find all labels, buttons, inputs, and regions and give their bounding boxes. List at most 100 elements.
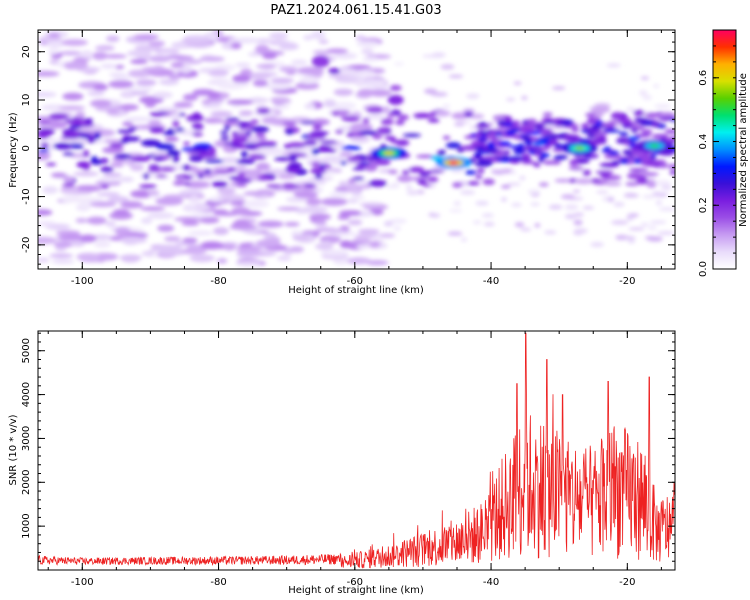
spectrogram-cell bbox=[491, 169, 507, 175]
spectrogram-cell bbox=[118, 104, 139, 111]
spectrogram-cell bbox=[613, 201, 625, 207]
spectrogram-cell bbox=[321, 252, 350, 257]
spectrogram-cell bbox=[214, 140, 232, 148]
spectrogram-cell bbox=[378, 127, 389, 134]
figure-title: PAZ1.2024.061.15.41.G03 bbox=[270, 3, 441, 18]
spectrogram-cell bbox=[223, 243, 236, 251]
spectrogram-cell bbox=[640, 172, 659, 177]
spectrogram-cell bbox=[238, 132, 246, 136]
spectrogram-cell bbox=[339, 151, 353, 158]
spectrogram-cell bbox=[172, 180, 186, 186]
spectrogram-cell bbox=[464, 170, 477, 175]
spectrogram-cell bbox=[314, 174, 323, 180]
spectrogram-cell bbox=[326, 48, 349, 54]
spectrogram-cell bbox=[654, 104, 672, 109]
spectrogram-cell bbox=[73, 171, 99, 177]
spectrogram-cell bbox=[200, 241, 224, 250]
spectrogram-cell bbox=[482, 156, 498, 161]
spectrogram-cell bbox=[474, 161, 493, 167]
spectrogram-cell bbox=[669, 170, 675, 175]
spectrogram-patch bbox=[328, 68, 341, 75]
spectrogram-cell bbox=[628, 227, 645, 231]
spectrogram-cell bbox=[189, 254, 215, 263]
spectrogram-cell bbox=[607, 150, 620, 156]
spectrogram-cell bbox=[119, 236, 148, 244]
spectrogram-cell bbox=[213, 227, 229, 236]
spectrogram-cell bbox=[201, 103, 222, 109]
spectrogram-cell bbox=[192, 112, 202, 120]
spectrogram-cell bbox=[533, 124, 544, 130]
spectrogram-cell bbox=[170, 112, 182, 120]
spectrogram-cell bbox=[255, 132, 266, 138]
spectrogram-cell bbox=[542, 112, 553, 117]
spectrogram-cell bbox=[290, 59, 308, 66]
spectrogram-cell bbox=[354, 234, 375, 239]
spectrogram-cell bbox=[310, 131, 330, 136]
spectrogram-cell bbox=[149, 126, 165, 134]
snr-frame bbox=[37, 330, 676, 571]
spectrogram-cell bbox=[100, 63, 117, 69]
spectrogram-cell bbox=[130, 59, 148, 64]
spectrogram-cell bbox=[100, 184, 110, 189]
spectrogram-cell bbox=[223, 125, 231, 130]
spectrogram-cell bbox=[339, 114, 346, 118]
spectrogram-cell bbox=[190, 213, 214, 218]
spectrogram-cell bbox=[201, 99, 212, 105]
colorbar-ticks: 0.0 0.2 0.4 0.6 bbox=[698, 29, 736, 277]
spectrogram-cell bbox=[114, 153, 132, 160]
spectrogram-cell bbox=[140, 217, 153, 224]
spectrogram-cell bbox=[585, 112, 597, 117]
spectrogram-cell bbox=[100, 166, 114, 173]
spectrogram-cell bbox=[49, 120, 68, 129]
spectrogram-cell bbox=[332, 111, 339, 117]
snr-y-tick-label: 3000 bbox=[21, 426, 32, 451]
spectrogram-cell bbox=[391, 182, 400, 187]
spectrogram-cell bbox=[482, 178, 495, 186]
spectrogram-cell bbox=[633, 109, 645, 117]
spectrogram-cell bbox=[627, 238, 636, 244]
spectrogram-cell bbox=[634, 117, 648, 123]
spectrogram-cell bbox=[382, 106, 391, 114]
spectrogram-cell bbox=[141, 66, 165, 72]
spectrogram-cell bbox=[630, 126, 645, 131]
spectrogram-cell bbox=[369, 241, 381, 248]
spectrogram-peak bbox=[383, 151, 394, 156]
spectrogram-cell bbox=[240, 151, 249, 158]
spectrogram-cell bbox=[634, 133, 652, 138]
spectrogram-cell bbox=[383, 220, 394, 227]
spectrogram-cell bbox=[149, 151, 169, 156]
spectrogram-cell bbox=[340, 70, 360, 77]
spectrogram-cell bbox=[306, 134, 326, 140]
spectrogram-cell bbox=[318, 39, 329, 45]
spectrogram-cell bbox=[624, 192, 637, 197]
spectrogram-cell bbox=[93, 240, 111, 248]
spectrogram-cell bbox=[157, 224, 175, 232]
spectrogram-cell bbox=[188, 195, 200, 203]
spectrogram-cell bbox=[473, 133, 483, 138]
spectrogram-cell bbox=[155, 143, 175, 151]
spectrogram-cell bbox=[640, 222, 649, 227]
spectrogram-cell bbox=[93, 132, 101, 140]
spectrogram-cell bbox=[71, 116, 85, 123]
spectrogram-cell bbox=[300, 120, 316, 125]
spectrogram-cell bbox=[513, 81, 522, 85]
spectrogram-cell bbox=[253, 142, 271, 148]
spectrogram-cell bbox=[449, 209, 463, 213]
spectrogram-cell bbox=[642, 94, 653, 101]
snr-x-tick-label: -60 bbox=[347, 577, 363, 588]
spectrogram-cell bbox=[273, 156, 293, 162]
spectrogram-cell bbox=[620, 112, 628, 120]
spectrogram-cell bbox=[619, 158, 630, 164]
spectrogram-cell bbox=[506, 97, 516, 102]
spectrogram-cell bbox=[182, 237, 198, 244]
spectrogram-y-tick-label: 20 bbox=[21, 45, 32, 58]
spectrogram-cell bbox=[447, 231, 463, 236]
spectrogram-cell bbox=[114, 64, 125, 70]
spectrogram-cell bbox=[526, 118, 537, 124]
spectrogram-cell bbox=[38, 257, 50, 263]
spectrogram-cell bbox=[311, 161, 321, 168]
spectrogram-cell bbox=[622, 123, 635, 127]
spectrogram-cell bbox=[284, 167, 292, 172]
spectrogram-cell bbox=[99, 139, 127, 144]
spectrogram-cell bbox=[86, 136, 96, 144]
